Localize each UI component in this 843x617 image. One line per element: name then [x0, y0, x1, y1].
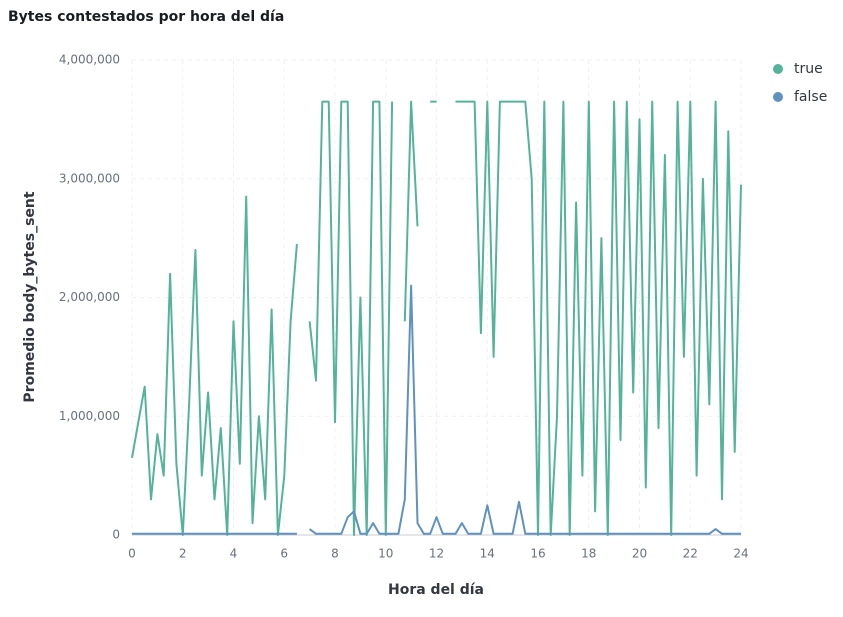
legend-label: false: [794, 89, 827, 105]
x-tick-label: 2: [179, 547, 187, 561]
x-tick-label: 8: [331, 547, 339, 561]
y-tick-label: 3,000,000: [59, 171, 120, 185]
series-line: [132, 284, 741, 535]
y-tick-label: 1,000,000: [59, 409, 120, 423]
x-tick-label: 14: [480, 547, 495, 561]
legend-marker: [773, 64, 783, 74]
y-axis-label: Promedio body_bytes_sent: [22, 191, 38, 402]
y-tick-label: 2,000,000: [59, 290, 120, 304]
x-tick-label: 22: [683, 547, 698, 561]
y-tick-label: 0: [112, 528, 120, 542]
x-tick-label: 16: [530, 547, 545, 561]
x-tick-label: 18: [581, 547, 596, 561]
x-tick-label: 4: [230, 547, 238, 561]
x-axis-label: Hora del día: [388, 582, 484, 598]
legend-label: true: [794, 61, 823, 77]
x-tick-label: 20: [632, 547, 647, 561]
x-tick-label: 12: [429, 547, 444, 561]
series-line: [131, 100, 742, 536]
x-tick-label: 24: [733, 547, 748, 561]
y-tick-label: 4,000,000: [59, 53, 120, 67]
x-tick-label: 10: [378, 547, 393, 561]
legend-marker: [773, 92, 783, 102]
x-tick-label: 6: [280, 547, 288, 561]
chart-title: Bytes contestados por hora del día: [8, 9, 284, 25]
x-tick-label: 0: [128, 547, 136, 561]
